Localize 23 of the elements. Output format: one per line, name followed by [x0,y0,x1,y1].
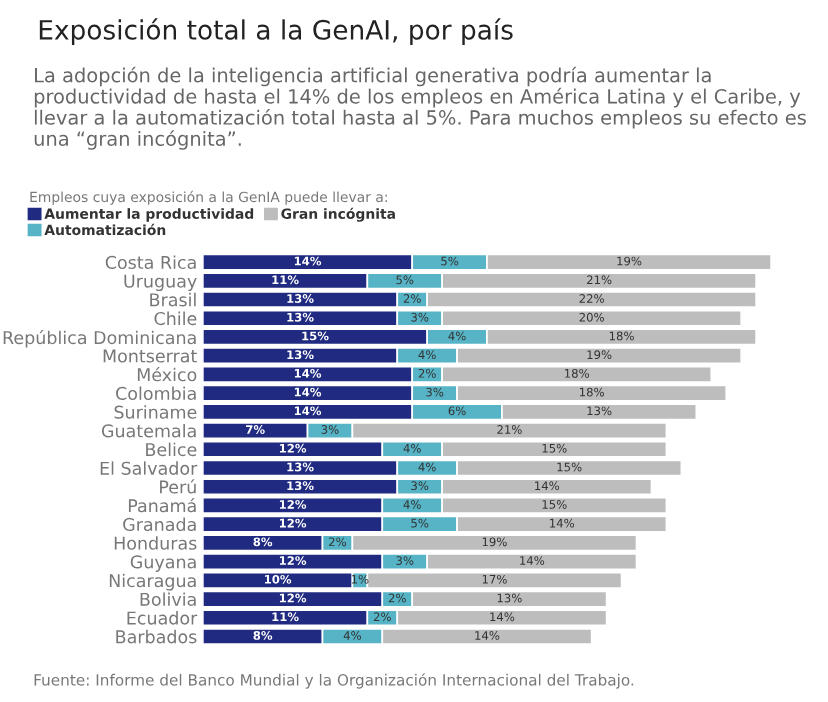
y-tick-label: Granada [123,517,196,532]
y-tick-label: Colombia [116,386,196,401]
y-tick-label: Montserrat [103,349,197,363]
y-tick-label: Belice [146,442,197,457]
y-tick-label: Perú [160,479,196,494]
y-tick-label: Uruguay [124,274,197,292]
y-tick-label: Brasil [150,292,196,307]
y-tick-label: Nicaragua [109,573,196,591]
y-tick-label: Costa Rica [105,255,196,269]
chart-subtitle: La adopción de la inteligencia artificial generativa podría aumentar la productividad de hasta el 14% de los empleos en América Latina y el Caribe, y llevar a la automatización total hasta al 5%. Para muchos empleos su efecto es una “gran incógnita”. [34,66,806,150]
y-tick-label: Suriname [114,405,197,419]
chart-title: Exposición total a la GenAI, por país [39,18,513,45]
y-tick-label: Guyana [130,555,196,572]
y-tick-label: Chile [154,311,197,326]
y-tick-label: Ecuador [127,611,198,625]
y-tick-label: República Dominicana [3,329,196,348]
y-tick-label: Honduras [114,536,197,550]
y-tick-label: El Salvador [100,461,198,475]
y-tick-label: Guatemala [101,423,196,438]
y-tick-label: Barbados [116,629,197,644]
y-tick-label: Panamá [128,498,196,513]
y-tick-label: México [137,367,197,382]
y-tick-label: Bolivia [140,592,196,606]
